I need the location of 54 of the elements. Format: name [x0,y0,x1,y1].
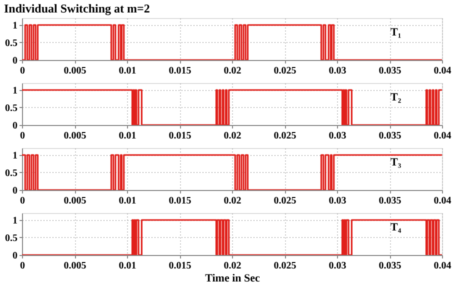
x-tick-label: 0.005 [64,260,86,272]
x-tick-label: 0.02 [224,260,242,272]
x-tick-label: 0 [20,130,25,142]
x-tick-label: 0.015 [168,260,192,272]
x-tick-label: 0.04 [434,260,452,272]
y-tick-label: 1 [12,20,18,32]
x-tick-label: 0.03 [328,66,346,76]
y-tick-label: 0.5 [5,233,18,244]
x-tick-label: 0 [20,66,25,76]
x-tick-label: 0.02 [224,66,242,76]
x-tick-label: 0.01 [118,260,136,272]
x-tick-label: 0 [20,260,25,272]
x-tick-label: 0.03 [328,260,346,272]
x-tick-label: 0.005 [64,66,86,76]
y-tick-label: 0.5 [5,103,18,114]
y-tick-label: 0 [12,186,18,196]
y-tick-label: 0.5 [5,168,18,179]
annotation: T₂ [390,92,402,104]
x-axis-title: Time in Sec [205,272,260,284]
y-tick-label: 1 [12,216,18,226]
y-tick-label: 0.5 [5,38,18,49]
x-tick-label: 0.02 [224,196,242,206]
x-tick-label: 0.035 [378,66,402,76]
x-tick-label: 0.01 [118,66,136,76]
x-tick-label: 0.04 [434,66,452,76]
annotation: T₁ [390,26,402,39]
chart-title: Individual Switching at m=2 [4,2,150,16]
x-tick-label: 0.03 [328,196,346,206]
y-tick-label: 0 [12,120,18,132]
y-tick-label: 0 [12,56,18,66]
annotation: T₃ [390,156,402,169]
x-tick-label: 0.025 [274,196,296,206]
x-tick-label: 0.005 [64,130,86,142]
y-tick-label: 1 [12,86,18,96]
x-tick-label: 0.04 [434,130,452,142]
x-tick-label: 0 [20,196,25,206]
x-tick-label: 0.005 [64,196,86,206]
x-tick-label: 0.025 [274,260,296,272]
x-tick-label: 0.03 [328,130,346,142]
x-tick-label: 0.015 [168,66,192,76]
x-tick-label: 0.02 [224,130,242,142]
x-tick-label: 0.035 [378,196,402,206]
x-tick-label: 0.01 [118,196,136,206]
x-tick-label: 0.04 [434,196,452,206]
annotation: T₄ [390,222,402,234]
x-tick-label: 0.01 [118,130,136,142]
x-tick-label: 0.025 [274,66,296,76]
x-tick-label: 0.015 [168,196,192,206]
x-tick-label: 0.035 [378,260,402,272]
x-tick-label: 0.035 [378,130,402,142]
x-tick-label: 0.025 [274,130,296,142]
x-tick-label: 0.015 [168,130,192,142]
y-tick-label: 0 [12,250,18,262]
y-tick-label: 1 [12,150,18,162]
